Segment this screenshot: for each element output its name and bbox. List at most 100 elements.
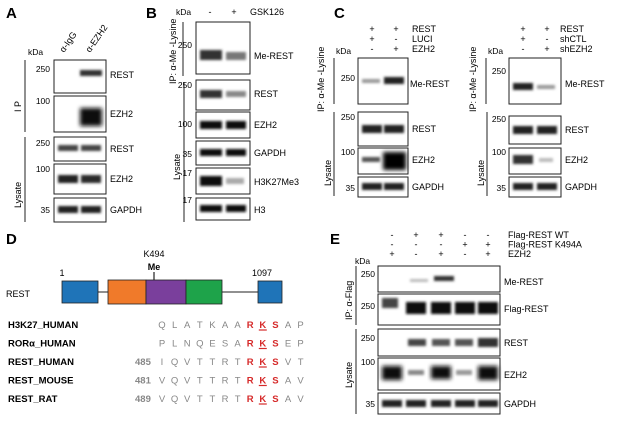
panel-c-left-section-lysate: Lysate — [323, 160, 333, 186]
alignment-residue: V — [297, 394, 304, 405]
panel-b-mw-3: 100 — [178, 119, 192, 129]
alignment-residue: V — [159, 394, 166, 405]
alignment-residue: S — [272, 339, 278, 350]
panel-e-mw-2: 250 — [361, 301, 375, 311]
panel-b-mw-5: 17 — [183, 168, 193, 178]
band — [200, 121, 222, 129]
panel-e-section-lysate: Lysate — [344, 362, 354, 388]
panel-a-blot-label-5: GAPDH — [110, 205, 142, 215]
panel-b-section-lysate: Lysate — [172, 154, 182, 180]
band — [478, 338, 498, 347]
alignment-residue: S — [272, 376, 278, 387]
panel-a-blot-label-1: REST — [110, 70, 135, 80]
panel-e-condition-name: Flag-REST WT — [508, 230, 569, 240]
alignment-residue: S — [222, 339, 228, 350]
band — [478, 302, 498, 314]
panel-a-label: A — [6, 5, 17, 22]
panel-c-left-blot-2 — [357, 111, 409, 147]
band — [432, 339, 450, 346]
band — [226, 52, 246, 60]
panel-a-blot-label-3: REST — [110, 144, 135, 154]
panel-e-condition-sign: - — [464, 230, 467, 240]
alignment-residue: T — [209, 357, 215, 368]
panel-a-mw-5: 35 — [41, 205, 51, 215]
band — [431, 400, 451, 407]
alignment-residue: T — [197, 320, 203, 331]
panel-a-lane-2: α-EZH2 — [83, 23, 109, 54]
alignment-row-position: 481 — [135, 376, 152, 387]
band — [406, 302, 426, 314]
panel-a-kda: kDa — [28, 47, 43, 57]
panel-c-left-cond-2-lane-2: - — [395, 34, 398, 44]
alignment-residue: V — [159, 376, 166, 387]
alignment-residue: E — [285, 339, 291, 350]
panel-c-right-cond-3-name: shEZH2 — [560, 44, 593, 54]
panel-c-right-cond-2-lane-1: + — [520, 34, 525, 44]
alignment-residue: A — [184, 320, 191, 331]
panel-e-condition-sign: - — [487, 230, 490, 240]
alignment-residue: L — [172, 320, 177, 331]
panel-b-blot-2 — [195, 79, 251, 111]
panel-c-right-section-ip: IP: α-Me -Lysine — [468, 47, 478, 112]
alignment-residue: V — [184, 394, 191, 405]
alignment-residue: A — [234, 339, 241, 350]
band — [408, 370, 424, 375]
panel-c-right-mw-3: 100 — [492, 147, 506, 157]
alignment-residue: N — [184, 339, 191, 350]
panel-e-mw-5: 35 — [366, 399, 376, 409]
panel-c-right: + + REST + - shCTL - + shEZH2 kDa IP: α-… — [468, 24, 605, 198]
panel-c-left-blot-3 — [357, 147, 409, 175]
band — [410, 279, 428, 282]
panel-e-label: E — [330, 231, 340, 248]
panel-d: D K494 Me 1 1097 REST H3K27_HUMAN Q L A T K A A… — [6, 231, 304, 405]
panel-c-left-blot-label-4: GAPDH — [412, 182, 444, 192]
panel-e-condition-sign: - — [391, 230, 394, 240]
panel-c-left-cond-1-name: REST — [412, 24, 437, 34]
panel-e-section-ip: IP: α-Flag — [344, 281, 354, 320]
alignment-residue: T — [298, 357, 304, 368]
band — [200, 205, 222, 212]
panel-c-right-cond-2-name: shCTL — [560, 34, 587, 44]
panel-e-blot-label-1: Me-REST — [504, 277, 544, 287]
band — [384, 125, 404, 133]
panel-e-blot-1 — [377, 265, 501, 293]
band — [537, 183, 557, 190]
panel-c-left-cond-1-lane-1: + — [369, 24, 374, 34]
panel-a-blot-label-2: EZH2 — [110, 109, 133, 119]
band — [58, 206, 78, 213]
panel-c-left: + + REST + - LUCI - + EZH2 kDa IP: α-Me … — [316, 24, 450, 198]
panel-e-condition-sign: + — [413, 230, 418, 240]
panel-b-blot-label-4: GAPDH — [254, 148, 286, 158]
panel-e-condition-sign: - — [464, 249, 467, 259]
band — [408, 339, 426, 346]
band — [539, 158, 553, 162]
panel-a-blot-2 — [53, 95, 107, 133]
alignment-residue: T — [209, 394, 215, 405]
band — [537, 126, 557, 134]
alignment-residue: R — [222, 376, 229, 387]
panel-c-left-mw-2: 250 — [341, 112, 355, 122]
panel-c-right-blot-3 — [508, 147, 562, 175]
band — [200, 176, 222, 186]
alignment-row-name: REST_RAT — [8, 394, 58, 405]
panel-e-condition-sign: + — [438, 230, 443, 240]
alignment-residue: A — [285, 394, 292, 405]
panel-b-label: B — [146, 5, 157, 22]
alignment-residue: P — [297, 320, 303, 331]
panel-a-mw-3: 250 — [36, 138, 50, 148]
panel-c-right-blot-label-4: GAPDH — [565, 182, 597, 192]
alignment-residue: E — [209, 339, 215, 350]
panel-b-mw-1: 250 — [178, 40, 192, 50]
alignment-residue: Q — [196, 339, 203, 350]
alignment-residue: I — [161, 357, 164, 368]
band — [478, 400, 498, 407]
band — [513, 83, 533, 90]
alignment-residue: S — [272, 394, 278, 405]
alignment-residue: K — [259, 376, 266, 387]
alignment-residue: P — [159, 339, 165, 350]
panel-e-condition-sign: + — [485, 249, 490, 259]
panel-e: E - + + - - Flag-REST WT- - - + + Flag-REST K494A+… — [330, 230, 582, 415]
panel-b-blot-label-2: REST — [254, 89, 279, 99]
panel-e-blot-label-5: GAPDH — [504, 399, 536, 409]
